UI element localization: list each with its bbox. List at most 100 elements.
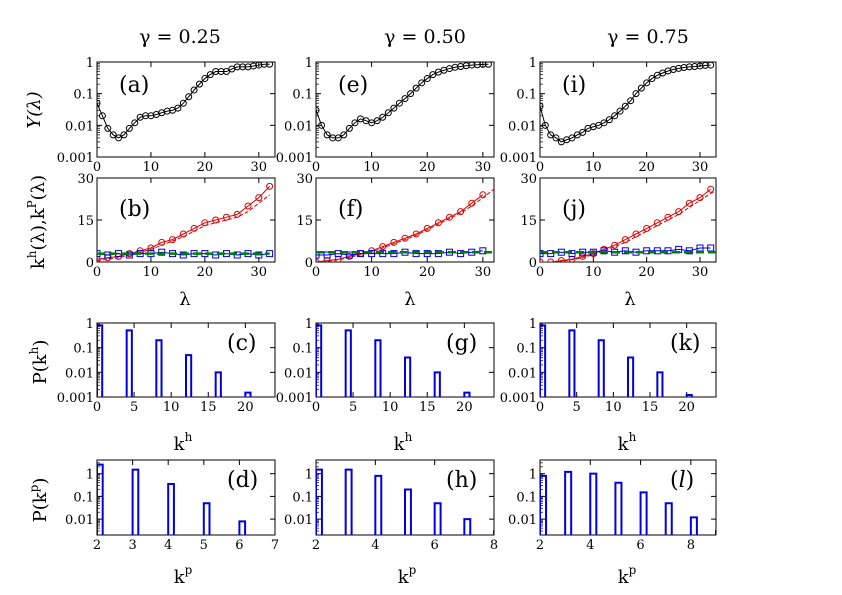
panel-d-marks bbox=[97, 463, 247, 535]
panel-l-bar-3 bbox=[614, 481, 623, 535]
panel-h-bar-0 bbox=[316, 468, 323, 535]
panel-i-series-0-point bbox=[605, 116, 613, 124]
panel-i-series-0-point bbox=[685, 63, 693, 71]
panel-c-xtick-label-0: 0 bbox=[93, 400, 101, 415]
panel-e-series-0-point bbox=[318, 121, 326, 129]
panel-b-series-2-point bbox=[125, 251, 133, 259]
panel-j-series-2-point bbox=[568, 250, 576, 258]
panel-d-bar-0 bbox=[97, 463, 104, 535]
panel-a-marks bbox=[97, 62, 274, 142]
panel-h-bar-1 bbox=[344, 468, 353, 535]
panel-h-xtick-label-3: 8 bbox=[490, 538, 498, 553]
panel-e-ytick-label-1: 0.01 bbox=[284, 119, 313, 134]
panel-k-bar-5 bbox=[685, 394, 693, 397]
panel-b-series-0-point bbox=[255, 194, 263, 202]
panel-a-xtick-label-1: 10 bbox=[143, 160, 160, 175]
panel-a-series-0-point bbox=[190, 86, 198, 94]
panel-e-marks bbox=[316, 62, 492, 142]
panel-c-bar-3 bbox=[185, 354, 193, 397]
panel-f-series-2-point bbox=[357, 250, 364, 258]
panel-c-bar-4 bbox=[214, 371, 222, 397]
panel-d: 2 3 4 5 6 7 0.01 0.1 1 (d) bbox=[65, 459, 279, 553]
panel-e-series-0-point bbox=[418, 79, 426, 87]
panel-i-ytick-label-2: 0.1 bbox=[516, 88, 537, 103]
panel-d-xtick-label-0: 2 bbox=[93, 538, 101, 553]
panel-i-series-0-line bbox=[540, 64, 711, 143]
panel-i-ytick-label-0: 0.001 bbox=[500, 151, 537, 166]
xlabel-kp-col2: kp bbox=[398, 563, 417, 588]
panel-j-series-0-point bbox=[685, 199, 693, 207]
panel-i-series-0-point bbox=[691, 63, 699, 71]
panel-d-xtick-label-1: 3 bbox=[128, 538, 136, 553]
panel-e-series-0-point bbox=[351, 119, 359, 127]
panel-k-bar-4 bbox=[656, 371, 664, 397]
panel-a: 0 10 20 30 0.001 0.01 0.1 1 (a) bbox=[57, 56, 276, 175]
panel-i-marks bbox=[540, 62, 715, 146]
panel-d-ytick-label-1: 0.1 bbox=[73, 490, 94, 505]
panel-j-series-0-point bbox=[707, 185, 715, 193]
panel-a-series-0-point bbox=[201, 75, 209, 83]
panel-g-bar-1 bbox=[344, 329, 352, 397]
panel-j-series-0-point bbox=[675, 208, 683, 216]
panel-b-series-1-line bbox=[97, 194, 270, 262]
panel-f-series-0-point bbox=[412, 230, 420, 238]
panel-h-bar-2 bbox=[374, 474, 383, 535]
panel-j-series-2-point bbox=[664, 247, 672, 255]
panel-e-series-0-point bbox=[345, 124, 353, 132]
panel-i-series-0-point bbox=[696, 62, 704, 70]
panel-e-series-0-point bbox=[401, 95, 409, 103]
panel-e-ytick-label-0: 0.001 bbox=[276, 151, 313, 166]
panel-h-marks bbox=[316, 468, 494, 535]
panel-f-label: (f) bbox=[338, 197, 363, 222]
panel-l-marks bbox=[540, 470, 716, 535]
panel-i-series-0-point bbox=[552, 134, 560, 142]
panel-d-xtick-label-4: 6 bbox=[235, 538, 243, 553]
panel-e-xtick-label-2: 20 bbox=[419, 160, 436, 175]
panel-b-ytick-label-2: 30 bbox=[77, 172, 94, 187]
panel-i: 0 10 20 30 0.001 0.01 0.1 1 (i) bbox=[500, 56, 717, 175]
panel-f-series-2-point bbox=[412, 250, 420, 258]
panel-c-xtick-label-4: 20 bbox=[237, 400, 254, 415]
panel-l-ytick-label-0: 0.01 bbox=[508, 513, 537, 528]
panel-k-bar-3 bbox=[627, 356, 635, 397]
panel-i-xtick-label-3: 30 bbox=[692, 160, 709, 175]
panel-b-series-2-point bbox=[158, 248, 166, 256]
panel-k-xtick-label-1: 5 bbox=[573, 400, 581, 415]
panel-f-xtick-label-2: 20 bbox=[419, 265, 436, 280]
panel-a-series-0-point bbox=[195, 80, 203, 88]
panel-c-ytick-label-1: 0.01 bbox=[65, 366, 94, 381]
ylabel-row-2: kh(λ),kP(λ) bbox=[25, 175, 49, 269]
panel-k: 0 5 10 15 20 0.001 0.01 0.1 1 (k) bbox=[500, 317, 717, 415]
panel-h-ytick-label-0: 0.01 bbox=[284, 513, 313, 528]
panel-i-series-0-point bbox=[611, 112, 619, 120]
panel-b-series-0-point bbox=[179, 230, 187, 238]
panel-e-series-0-point bbox=[390, 104, 398, 112]
panel-b-label: (b) bbox=[119, 197, 150, 222]
panel-i-series-0-point bbox=[637, 84, 645, 92]
panel-i-ytick-label-3: 1 bbox=[529, 56, 537, 71]
panel-c-bar-1 bbox=[125, 329, 133, 397]
panel-b-series-0-point bbox=[244, 202, 252, 210]
panel-d-bar-2 bbox=[167, 483, 175, 535]
panel-a-series-0-point bbox=[142, 112, 150, 120]
panel-j-series-0-point bbox=[547, 258, 555, 262]
panel-e-xtick-label-3: 30 bbox=[475, 160, 492, 175]
panel-a-series-0-point bbox=[120, 131, 128, 139]
panel-h-bar-5 bbox=[463, 518, 472, 535]
panel-k-bar-0 bbox=[540, 324, 547, 397]
ylabel-row-4: P(kp) bbox=[27, 478, 51, 523]
panel-a-series-0-point bbox=[217, 68, 225, 76]
panel-e-series-0-point bbox=[334, 134, 342, 142]
panel-l-xtick-label-3: 8 bbox=[687, 538, 695, 553]
panel-c: 0 5 10 15 20 0.001 0.01 0.1 1 (c) bbox=[57, 317, 276, 415]
panel-i-series-0-point bbox=[632, 90, 640, 98]
panel-a-series-0-point bbox=[131, 119, 139, 127]
panel-a-series-0-point bbox=[115, 134, 123, 142]
panel-e: 0 10 20 30 0.001 0.01 0.1 1 (e) bbox=[276, 56, 495, 175]
panel-l-bar-1 bbox=[564, 470, 573, 535]
column-title-1: γ = 0.25 bbox=[139, 26, 221, 48]
panel-a-series-0-point bbox=[233, 63, 241, 71]
panel-j: 0 10 20 30 0 15 30 (j) bbox=[520, 172, 717, 280]
panel-f-series-2-point bbox=[423, 250, 431, 258]
panel-a-xtick-label-0: 0 bbox=[93, 160, 101, 175]
